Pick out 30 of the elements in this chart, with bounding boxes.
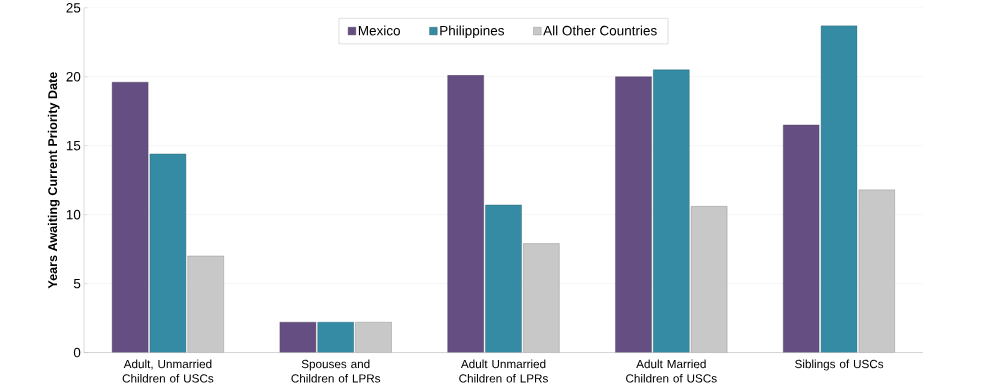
bar <box>149 154 187 353</box>
legend-label: All Other Countries <box>543 25 657 36</box>
x-tick-label: Spouses and Children of LPRs <box>291 359 381 383</box>
legend-label: Mexico <box>358 25 400 36</box>
y-axis-title: Years Awaiting Current Priority Date <box>47 72 60 289</box>
bar <box>653 69 690 353</box>
y-tick-label: 0 <box>73 347 81 358</box>
y-tick-label: 5 <box>73 279 81 289</box>
x-tick-label: Adult, Unmarried Children of USCs <box>122 359 214 383</box>
bar <box>187 256 224 353</box>
bar <box>317 322 354 353</box>
bar <box>820 25 858 353</box>
bar <box>615 76 652 353</box>
legend-label: Philippines <box>440 25 505 39</box>
bar <box>355 322 392 353</box>
x-tick-label: Siblings of USCs <box>795 359 884 371</box>
y-tick-label: 15 <box>66 141 81 151</box>
bar <box>783 125 820 353</box>
bar <box>858 189 896 353</box>
bar <box>111 82 149 353</box>
bar <box>447 75 484 353</box>
y-tick-label: 10 <box>66 210 81 220</box>
y-tick-label: 20 <box>66 72 81 82</box>
x-tick-label: Adult Married Children of USCs <box>626 359 717 383</box>
y-tick-label: 25 <box>66 3 81 13</box>
x-tick-label: Adult Unmarried Children of LPRs <box>459 359 548 383</box>
bar <box>279 322 317 353</box>
bar <box>690 206 728 353</box>
bar <box>485 205 522 353</box>
bar <box>523 243 560 353</box>
